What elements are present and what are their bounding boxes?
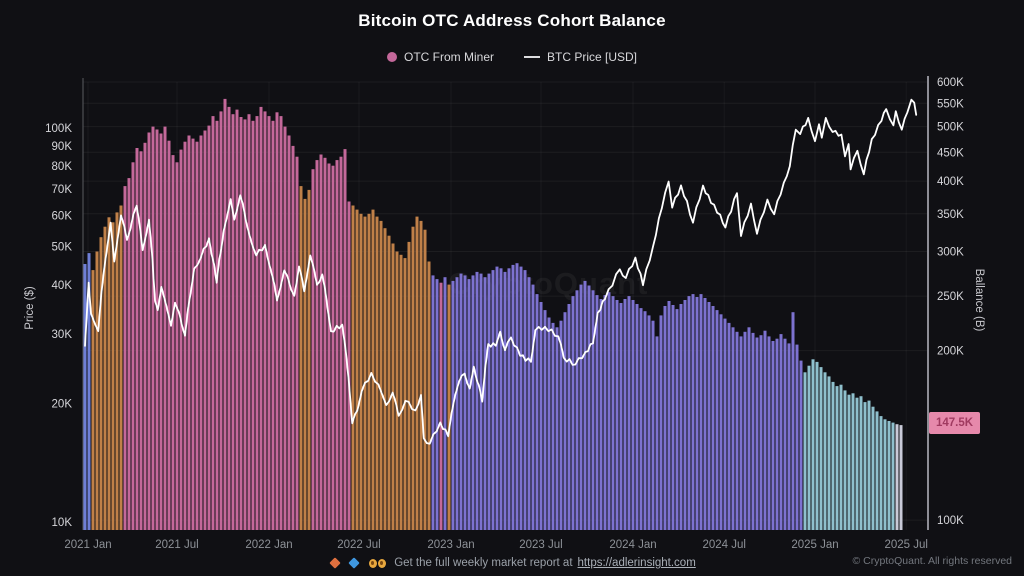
legend-item-otc-from-miner: OTC From Miner <box>386 50 494 64</box>
svg-text:2022 Jul: 2022 Jul <box>337 539 380 551</box>
svg-text:2021 Jan: 2021 Jan <box>64 539 111 551</box>
legend: OTC From Miner BTC Price [USD] <box>0 50 1024 64</box>
svg-text:100K: 100K <box>45 123 72 135</box>
svg-text:2025 Jul: 2025 Jul <box>884 539 927 551</box>
svg-text:450K: 450K <box>937 147 964 159</box>
svg-text:600K: 600K <box>937 77 964 89</box>
svg-text:40K: 40K <box>52 280 73 292</box>
btc-price-swatch-icon <box>523 56 540 58</box>
svg-text:300K: 300K <box>937 247 964 259</box>
svg-text:2022 Jan: 2022 Jan <box>245 539 292 551</box>
legend-label-btc-price: BTC Price [USD] <box>546 50 637 64</box>
svg-text:50K: 50K <box>52 242 73 254</box>
svg-text:350K: 350K <box>937 209 964 221</box>
svg-text:2024 Jul: 2024 Jul <box>702 539 745 551</box>
svg-text:400K: 400K <box>937 176 964 188</box>
svg-text:2021 Jul: 2021 Jul <box>155 539 198 551</box>
report-link[interactable]: https://adlerinsight.com <box>577 557 696 569</box>
copyright: © CryptoQuant. All rights reserved <box>852 555 1012 567</box>
otc-miner-swatch-icon <box>386 52 397 62</box>
svg-text:2025 Jan: 2025 Jan <box>791 539 838 551</box>
svg-text:2023 Jul: 2023 Jul <box>519 539 562 551</box>
svg-text:90K: 90K <box>52 141 73 153</box>
svg-text:20K: 20K <box>52 398 73 410</box>
legend-item-btc-price: BTC Price [USD] <box>523 50 637 64</box>
svg-text:2024 Jan: 2024 Jan <box>609 539 656 551</box>
svg-text:70K: 70K <box>52 184 73 196</box>
svg-text:60K: 60K <box>52 210 73 222</box>
last-value-badge: 147.5K <box>929 412 981 434</box>
svg-text:2023 Jan: 2023 Jan <box>427 539 474 551</box>
svg-text:100K: 100K <box>937 515 964 527</box>
svg-text:30K: 30K <box>52 329 73 341</box>
svg-text:250K: 250K <box>937 291 964 303</box>
legend-label-otc-from-miner: OTC From Miner <box>403 50 494 64</box>
svg-text:550K: 550K <box>937 98 964 110</box>
eyes-icon <box>369 558 387 568</box>
footer: Get the full weekly market report at htt… <box>0 557 1024 569</box>
svg-text:80K: 80K <box>52 161 73 173</box>
orange-diamond-icon <box>329 557 341 569</box>
svg-text:200K: 200K <box>937 346 964 358</box>
svg-text:500K: 500K <box>937 122 964 134</box>
chart-title: Bitcoin OTC Address Cohort Balance <box>358 11 666 30</box>
footer-text: Get the full weekly market report at <box>394 557 573 569</box>
svg-text:10K: 10K <box>52 517 73 529</box>
blue-diamond-icon <box>348 557 360 569</box>
